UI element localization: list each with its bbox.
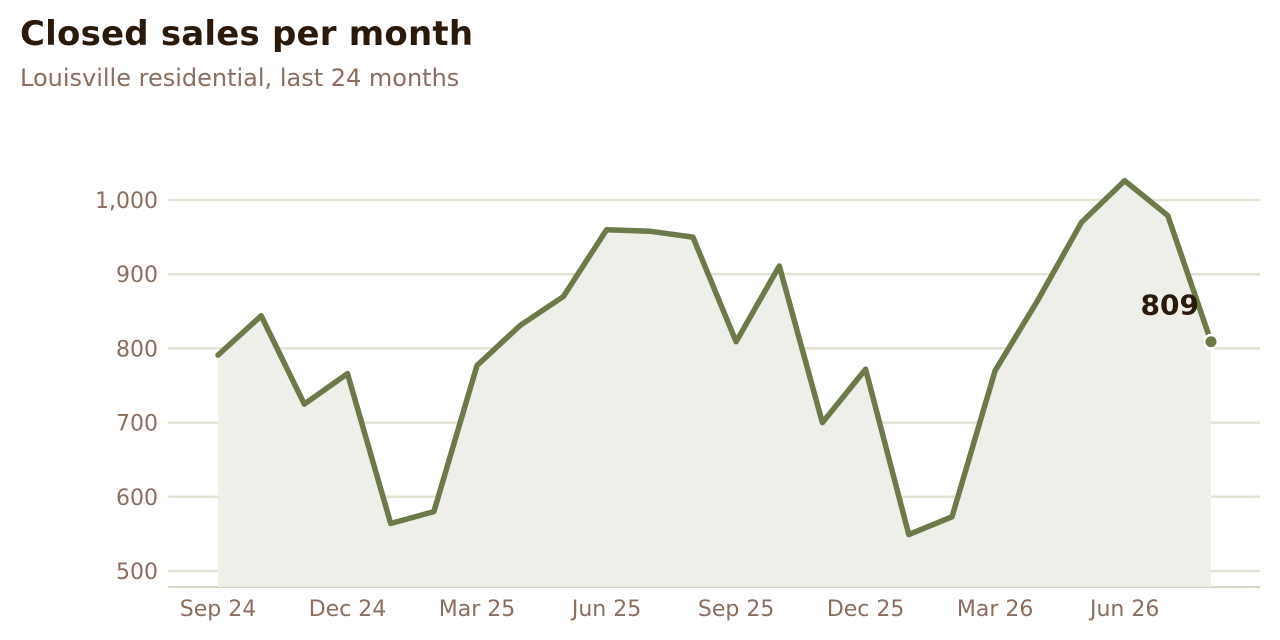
- x-tick-label: Sep 24: [180, 597, 256, 622]
- end-value-label: 809: [1141, 289, 1199, 322]
- y-tick-label: 700: [116, 412, 158, 437]
- y-tick-label: 1,000: [95, 189, 158, 214]
- x-tick-label: Mar 26: [957, 597, 1034, 622]
- series-line-layer: [215, 177, 1214, 538]
- end-point-marker: [1205, 336, 1217, 348]
- area-fill: [218, 180, 1211, 587]
- x-axis: Sep 24 Dec 24 Mar 25 Jun 25 Sep 25 Dec 25 Mar …: [180, 597, 1160, 622]
- x-tick-label: Dec 25: [827, 597, 905, 622]
- y-tick-label: 600: [116, 486, 158, 511]
- x-tick-label: Dec 24: [309, 597, 387, 622]
- x-tick-label: Mar 25: [439, 597, 516, 622]
- y-tick-label: 800: [116, 337, 158, 362]
- area-fill-layer: [218, 180, 1211, 587]
- chart-subtitle: Louisville residential, last 24 months: [20, 64, 460, 92]
- x-tick-label: Sep 25: [698, 597, 774, 622]
- y-tick-label: 500: [116, 560, 158, 585]
- x-tick-label: Jun 25: [570, 597, 641, 622]
- chart-title: Closed sales per month: [20, 14, 474, 54]
- y-tick-label: 900: [116, 263, 158, 288]
- x-tick-label: Jun 26: [1088, 597, 1159, 622]
- series-line: [215, 177, 1214, 538]
- annotations: 809: [1141, 289, 1219, 350]
- y-axis: 500 600 700 800 900 1,000: [95, 189, 158, 585]
